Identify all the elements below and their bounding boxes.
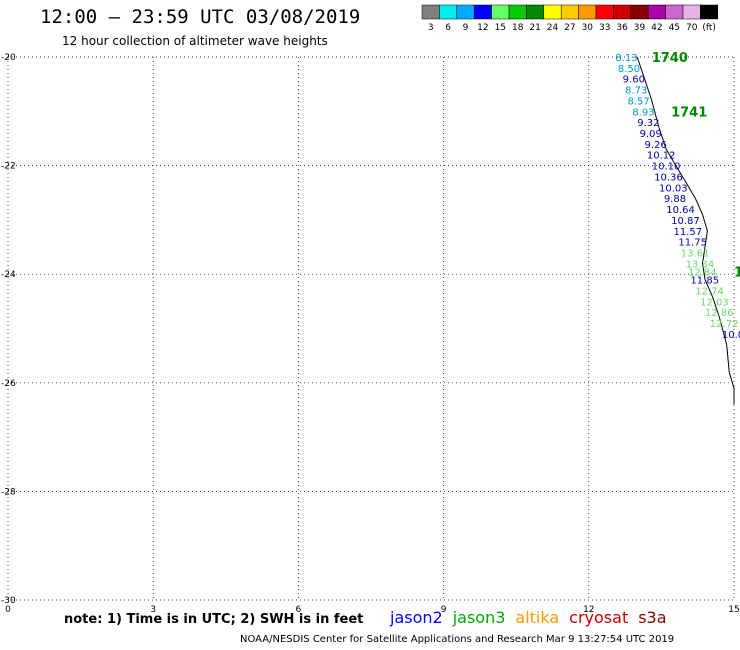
- legend-label: 6: [445, 23, 451, 33]
- wave-height-label: 12.84: [688, 267, 717, 278]
- y-tick-label: -28: [1, 487, 16, 497]
- legend-swatch: [491, 4, 510, 20]
- legend-swatch: [630, 4, 649, 20]
- legend-label: 33: [599, 23, 610, 33]
- wave-height-label: 9.26: [644, 140, 666, 151]
- wave-height-label: 8.13: [615, 53, 637, 64]
- chart-axes: 0 3 6 9 12 15 -20 -22 -24 -26 -28 -30: [1, 53, 740, 615]
- satellite-jason3: jason3: [452, 608, 506, 627]
- wave-height-label: 8.50: [618, 64, 640, 75]
- wave-height-label: 10.03: [659, 183, 688, 194]
- legend-label: 27: [564, 23, 575, 33]
- wave-height-label: 9.88: [664, 194, 686, 205]
- legend-label: 3: [428, 23, 434, 33]
- wave-height-label: 12.74: [695, 286, 724, 297]
- legend-label: 12: [477, 23, 488, 33]
- legend-label: 45: [669, 23, 680, 33]
- wave-height-label: 9.60: [623, 75, 645, 86]
- footer-credit: NOAA/NESDIS Center for Satellite Applica…: [240, 634, 675, 645]
- x-tick-label: 9: [441, 605, 447, 615]
- wave-height-label: 8.93: [632, 107, 654, 118]
- legend-swatch: [543, 4, 562, 20]
- legend-label: (ft): [702, 23, 716, 33]
- legend-label: 21: [529, 23, 540, 33]
- y-tick-label: -24: [1, 270, 16, 280]
- wave-height-label: 10.36: [654, 172, 683, 183]
- chart-grid: [7, 56, 735, 601]
- legend-swatch: [595, 4, 614, 20]
- color-legend: 3 6 9 12 15 18 21 24 27 30 33 36 39 42 45 70 (ft): [421, 4, 719, 33]
- x-tick-label: 0: [5, 605, 11, 615]
- wave-height-label: 8.57: [628, 96, 650, 107]
- satellite-cryosat: cryosat: [569, 608, 629, 627]
- wave-height-label: 11.57: [674, 227, 703, 238]
- satellite-legend: jason2 jason3 altika cryosat s3a: [390, 608, 677, 627]
- legend-label: 24: [547, 23, 559, 33]
- x-tick-label: 15: [728, 605, 739, 615]
- legend-swatch: [560, 4, 579, 20]
- legend-swatch: [508, 4, 527, 20]
- x-tick-label: 12: [583, 605, 594, 615]
- orbit-annotation: 1: [734, 265, 740, 280]
- legend-swatch: [647, 4, 666, 20]
- wave-height-label: 10.10: [652, 162, 681, 173]
- wave-height-label: 12.72: [710, 319, 739, 330]
- orbit-annotations: 1740 1741 1: [652, 51, 740, 280]
- chart-title: 12:00 – 23:59 UTC 03/08/2019: [40, 6, 361, 28]
- legend-label: 70: [686, 23, 698, 33]
- legend-swatch: [456, 4, 475, 20]
- legend-label: 18: [512, 23, 524, 33]
- wave-height-label: 10.01: [722, 330, 740, 341]
- wave-height-label: 11.75: [678, 238, 707, 249]
- wave-height-label: 9.09: [640, 129, 662, 140]
- legend-label: 15: [495, 23, 506, 33]
- legend-label: 30: [582, 23, 594, 33]
- y-tick-label: -20: [1, 53, 16, 63]
- legend-swatch: [421, 4, 440, 20]
- legend-swatch: [613, 4, 632, 20]
- legend-swatch: [473, 4, 492, 20]
- legend-label: 36: [616, 23, 628, 33]
- orbit-annotation: 1741: [671, 105, 707, 120]
- wave-height-label: 12.03: [700, 297, 729, 308]
- satellite-s3a: s3a: [638, 608, 667, 627]
- legend-label: 39: [634, 23, 646, 33]
- chart-subtitle: 12 hour collection of altimeter wave hei…: [62, 34, 328, 48]
- wave-height-label: 10.87: [671, 216, 700, 227]
- legend-swatch: [439, 4, 458, 20]
- footer-note: note: 1) Time is in UTC; 2) SWH is in fe…: [64, 612, 364, 627]
- x-tick-label: 3: [150, 605, 156, 615]
- wave-height-label: 8.73: [625, 86, 647, 97]
- satellite-jason2: jason2: [390, 608, 443, 627]
- wave-height-label: 10.12: [647, 151, 676, 162]
- wave-height-label: 11.85: [690, 276, 719, 287]
- y-tick-label: -26: [1, 379, 16, 389]
- wave-height-label: 13.34: [686, 259, 715, 270]
- y-tick-label: -30: [1, 596, 16, 606]
- track-line: [636, 56, 735, 405]
- legend-label: 9: [463, 23, 469, 33]
- wave-height-labels: 8.138.509.608.738.578.939.329.099.2610.1…: [615, 53, 740, 341]
- legend-swatch: [665, 4, 684, 20]
- wave-height-label: 12.86: [705, 308, 734, 319]
- satellite-altika: altika: [515, 608, 560, 627]
- legend-swatch: [700, 4, 719, 20]
- legend-label: 42: [651, 23, 662, 33]
- legend-swatch: [578, 4, 597, 20]
- wave-height-label: 10.64: [666, 205, 695, 216]
- legend-swatch: [682, 4, 701, 20]
- wave-height-label: 13.61: [681, 248, 710, 259]
- orbit-annotation: 1740: [652, 51, 688, 66]
- legend-swatch: [526, 4, 545, 20]
- wave-height-label: 9.32: [637, 118, 659, 129]
- y-tick-label: -22: [1, 162, 16, 172]
- x-tick-label: 6: [296, 605, 302, 615]
- coastline-track: [636, 56, 735, 405]
